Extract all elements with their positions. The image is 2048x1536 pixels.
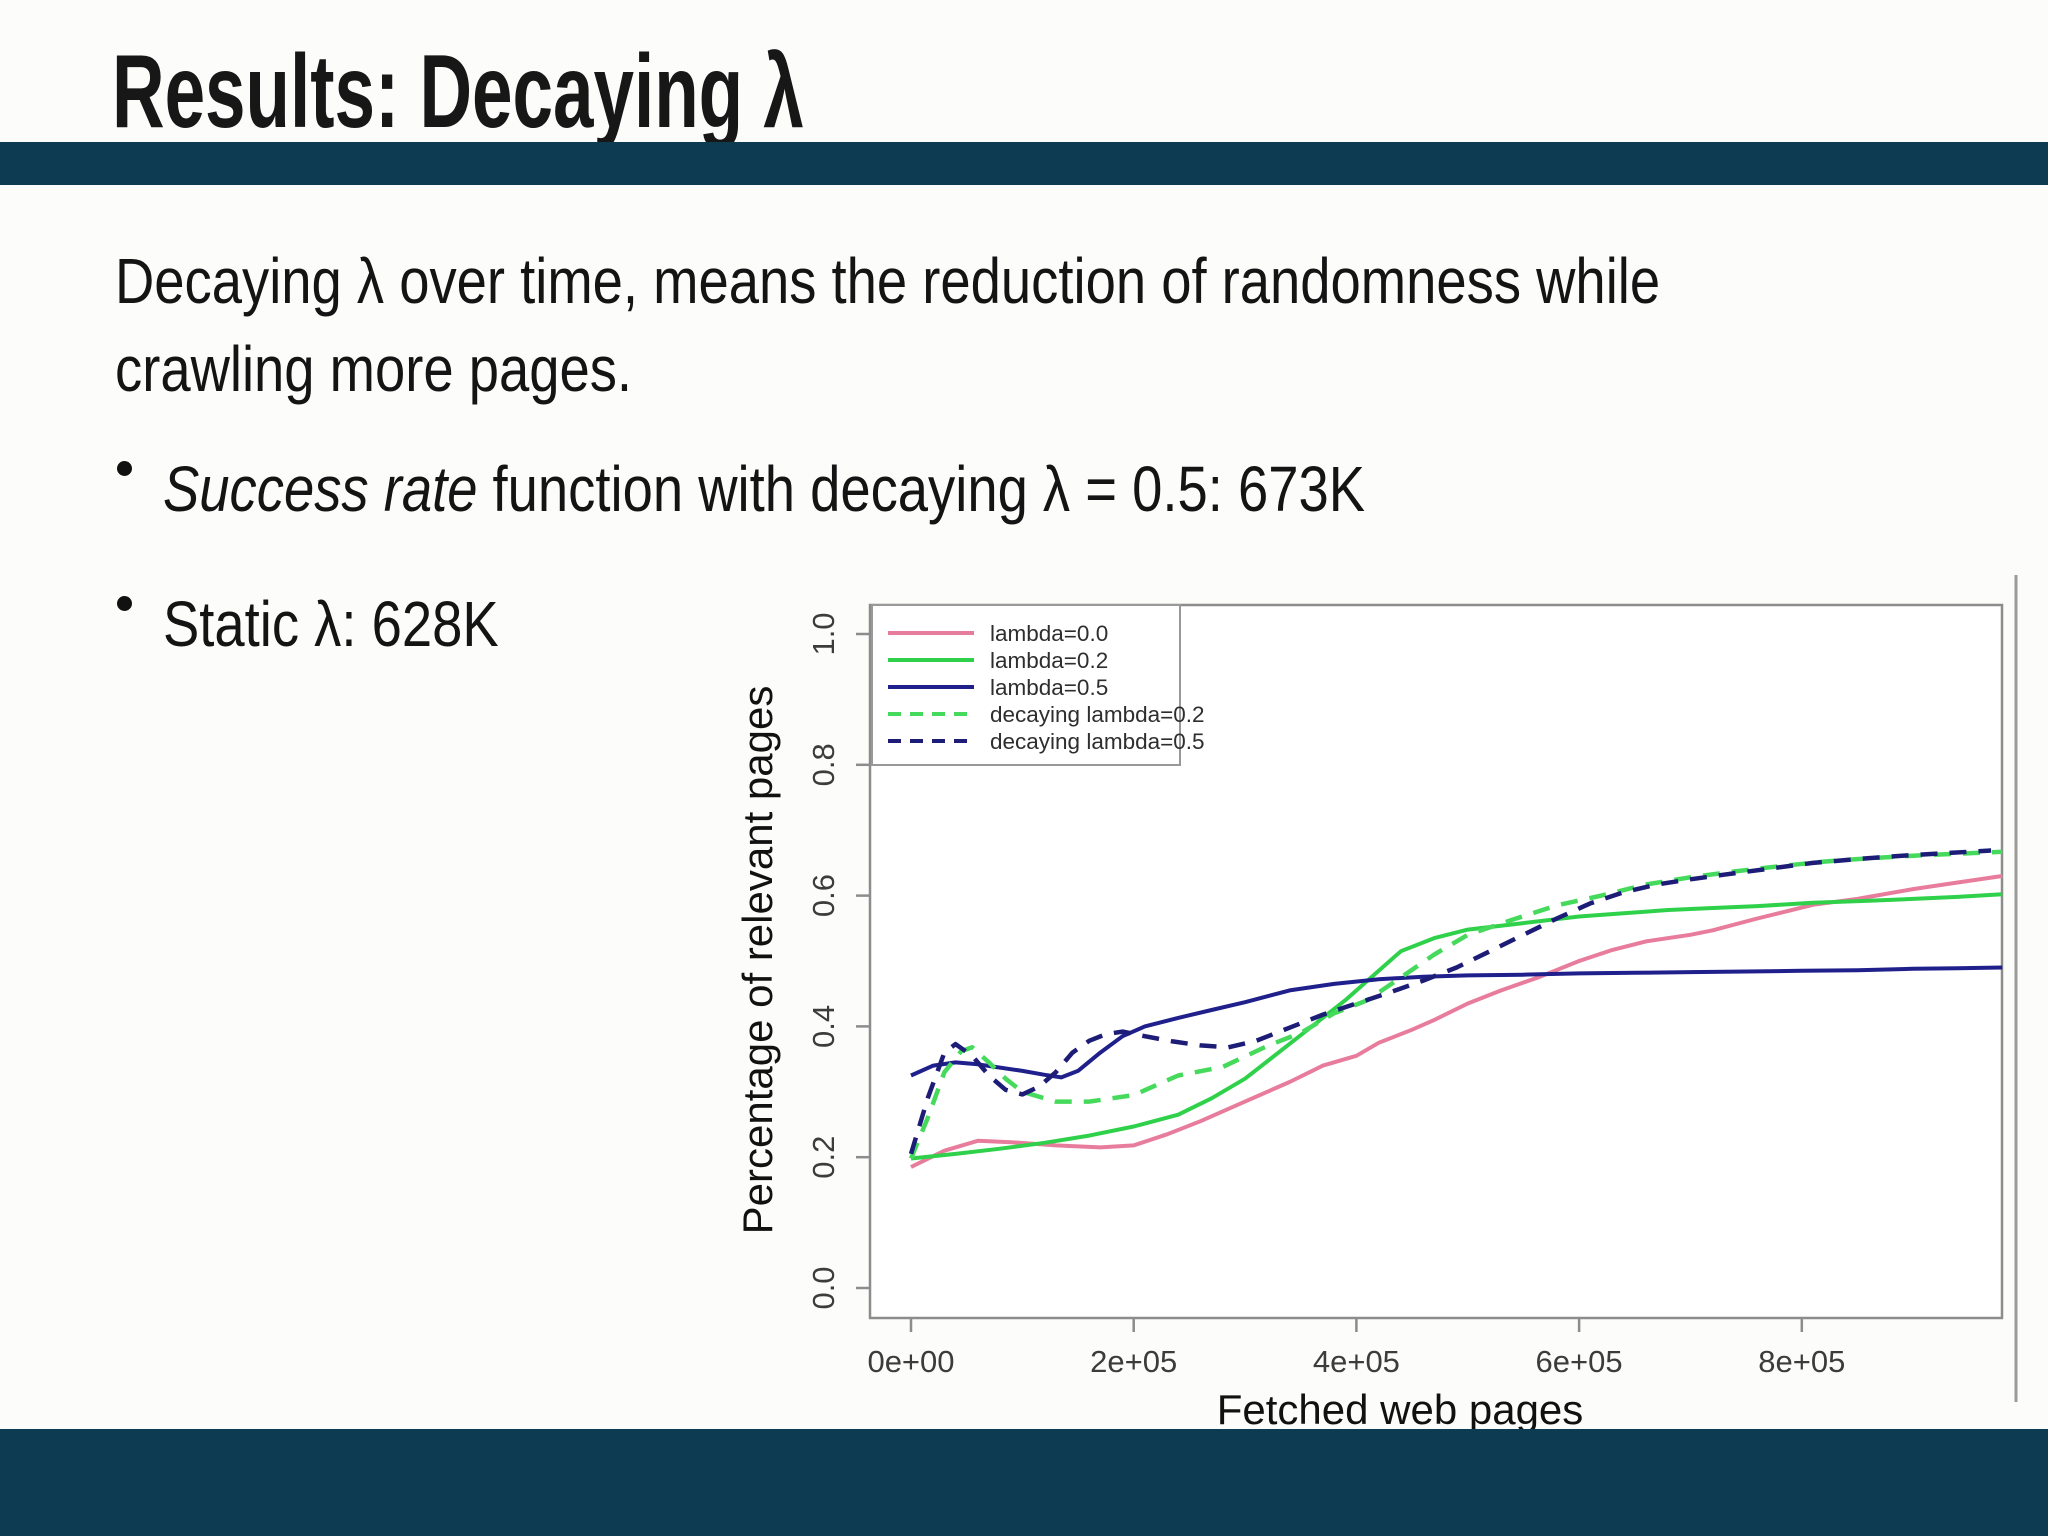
bullet-text-italic: Success rate <box>163 453 478 525</box>
x-tick-label: 0e+00 <box>867 1344 954 1379</box>
series-line-lambda-0.0 <box>910 874 2003 1169</box>
bullet-marker <box>117 596 132 611</box>
y-axis-ticks: 0.0 0.2 0.4 0.6 0.8 1.0 <box>806 612 870 1310</box>
y-tick-label: 0.2 <box>806 1136 841 1179</box>
series-line-lambda-0.5 <box>910 965 2003 1080</box>
y-axis-label: Percentage of relevant pages <box>734 686 781 1235</box>
series-line-lambda-0.2 <box>910 892 2003 1161</box>
legend-label: decaying lambda=0.2 <box>990 702 1205 727</box>
y-tick-label: 0.6 <box>806 874 841 917</box>
bullet-text-rest: function with decaying λ = 0.5: 673K <box>477 453 1366 525</box>
y-tick-label: 0.0 <box>806 1266 841 1309</box>
bullet-item-static-lambda: Static λ: 628K <box>117 580 558 668</box>
y-tick-label: 0.4 <box>806 1005 841 1048</box>
y-tick-label: 0.8 <box>806 743 841 786</box>
accent-bar <box>0 142 2048 185</box>
bullet-item-success-rate: Success rate function with decaying λ = … <box>117 445 1577 533</box>
legend-label: decaying lambda=0.5 <box>990 729 1205 754</box>
series-line-decaying-lambda-0.5 <box>908 848 1992 1155</box>
y-tick-label: 1.0 <box>806 612 841 655</box>
legend-label: lambda=0.5 <box>990 675 1108 700</box>
chart-series-group <box>908 848 2003 1169</box>
series-line-decaying-lambda-0.2 <box>908 849 2003 1160</box>
x-tick-label: 8e+05 <box>1758 1344 1845 1379</box>
body-paragraph: Decaying λ over time, means the reductio… <box>115 237 1660 413</box>
x-tick-label: 4e+05 <box>1313 1344 1400 1379</box>
x-axis-ticks: 0e+00 2e+05 4e+05 6e+05 8e+05 <box>867 1318 1845 1379</box>
body-paragraph-line-2: crawling more pages. <box>115 333 633 405</box>
legend-label: lambda=0.0 <box>990 621 1108 646</box>
page-title: Results: Decaying λ <box>112 34 804 150</box>
x-axis-label: Fetched web pages <box>1217 1386 1584 1433</box>
bullet-marker <box>117 461 132 476</box>
bullet-text: Static λ: 628K <box>163 580 499 668</box>
bullet-text-rest: Static λ: 628K <box>163 588 499 660</box>
footer-bar: Meusel, Mika, Blanco: Focused Crawling f… <box>0 1429 2048 1536</box>
legend-label: lambda=0.2 <box>990 648 1108 673</box>
bullet-text: Success rate function with decaying λ = … <box>163 445 1365 533</box>
x-tick-label: 6e+05 <box>1536 1344 1623 1379</box>
body-paragraph-line-1: Decaying λ over time, means the reductio… <box>115 245 1661 317</box>
x-tick-label: 2e+05 <box>1090 1344 1177 1379</box>
